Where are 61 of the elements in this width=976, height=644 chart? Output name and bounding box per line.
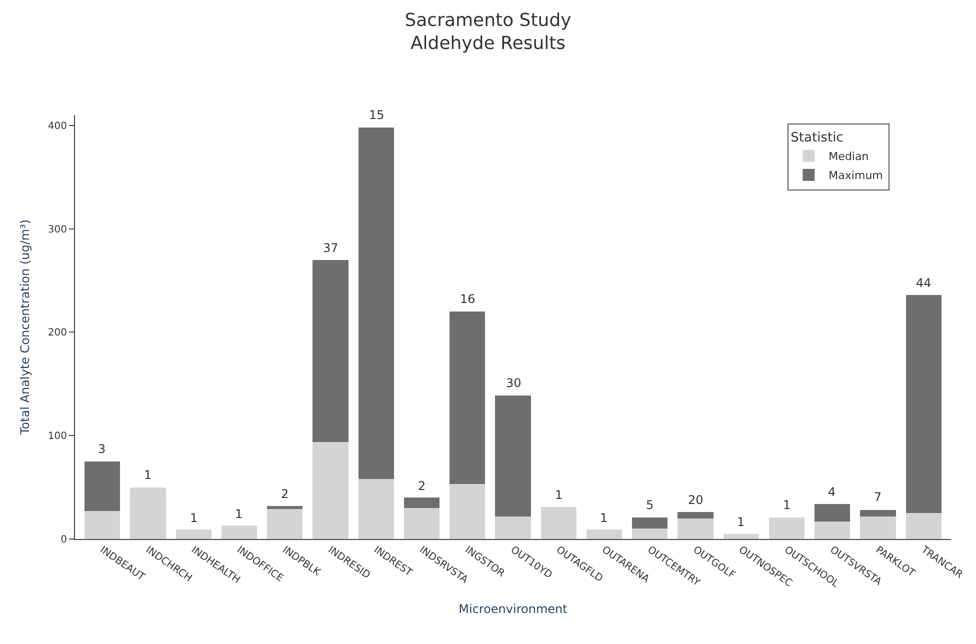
annotation: 4 [828,485,836,499]
bar [495,516,531,539]
annotation: 1 [144,468,152,482]
annotation: 1 [190,511,198,525]
chart-title: Sacramento Study Aldehyde Results [404,10,572,54]
annotation: 1 [600,511,608,525]
bar [130,487,166,539]
annotation: 15 [369,108,384,122]
bar [768,517,805,539]
bar [450,484,486,539]
legend-label: Median [828,150,869,164]
legend-title: Statistic [790,130,844,146]
bar [84,461,120,512]
bar [723,534,759,539]
annotation: 44 [916,276,932,290]
annotation: 2 [281,487,289,501]
bar [814,521,850,539]
bar [632,528,668,539]
annotation: 1 [783,498,791,512]
bar [586,530,622,539]
bar [358,479,394,539]
bar [267,506,303,510]
annotation: 30 [506,376,522,390]
annotation: 2 [418,479,426,493]
bar [906,294,942,514]
annotation: 37 [323,241,338,255]
annotation: 1 [555,488,563,502]
bar [450,311,486,484]
bar [678,512,714,518]
bar [860,516,896,539]
annotation: 20 [688,493,704,507]
x-axis-title: Microenvironment [458,602,568,616]
bar [632,517,668,529]
annotation: 7 [874,490,882,504]
annotation: 1 [737,515,745,529]
y-tick-label: 100 [48,431,67,442]
bar [267,509,303,539]
y-tick-label: 300 [48,224,67,236]
bar [404,498,440,508]
annotation: 1 [235,507,243,521]
y-tick-label: 200 [48,328,67,339]
bar [312,260,348,442]
legend-label: Maximum [828,169,883,182]
annotation: 5 [646,498,654,512]
bar [221,526,258,539]
bar [495,395,531,516]
bar [678,518,714,539]
y-tick-label: 0 [60,534,67,546]
bar [540,506,576,539]
bar [860,510,896,516]
y-tick-label: 400 [48,120,67,132]
bar [814,504,850,522]
bar [312,442,348,539]
bar [84,511,120,539]
bar [906,513,942,539]
bar [358,127,394,480]
annotation: 3 [98,442,106,456]
y-axis-title: Total Analyte Concentration (ug/m³) [18,219,32,436]
bar [176,530,212,539]
annotation: 16 [460,292,476,306]
bar [404,508,440,539]
